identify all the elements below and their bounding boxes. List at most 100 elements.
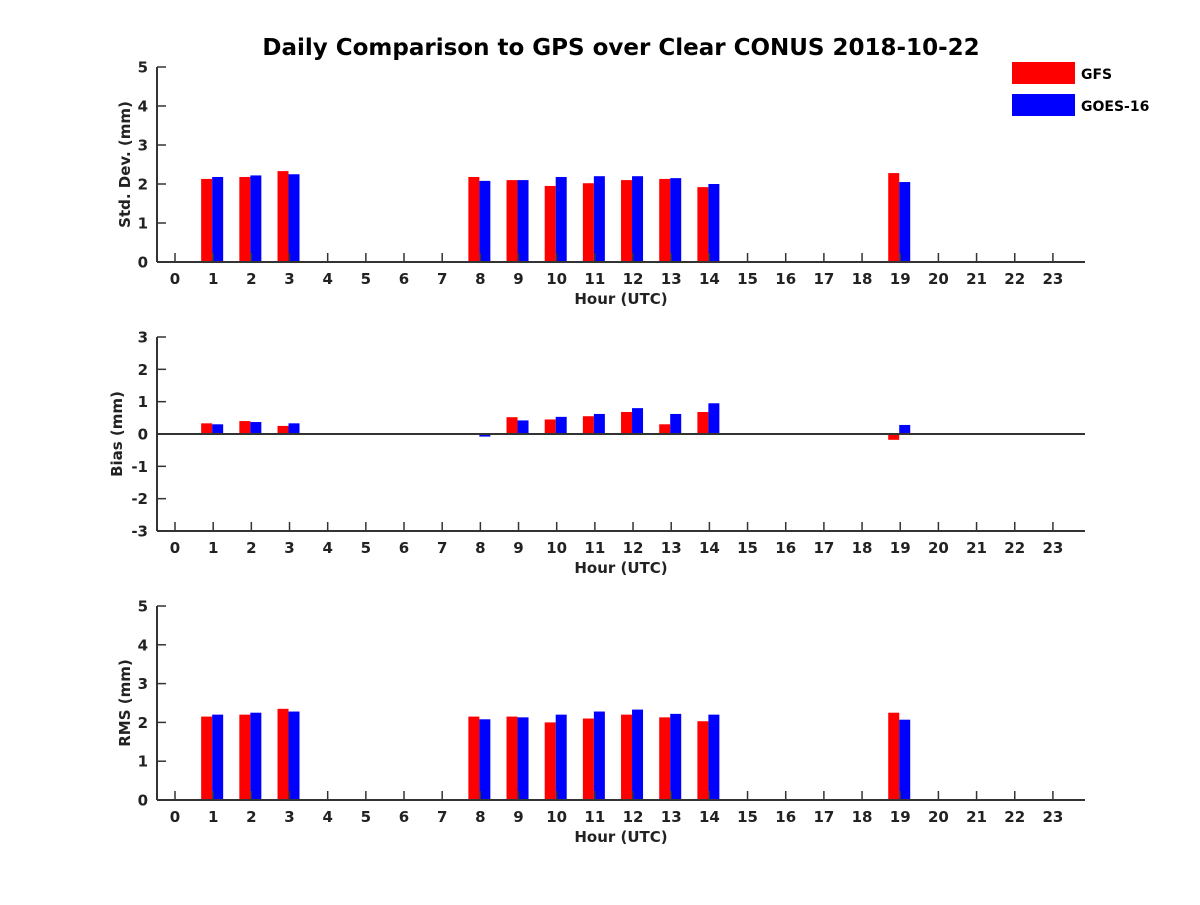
bar-gfs-hour-2 xyxy=(239,421,251,434)
bar-gfs-hour-8 xyxy=(468,176,480,262)
x-tick-label: 16 xyxy=(775,270,796,288)
x-tick-label: 9 xyxy=(513,270,523,288)
bar-goes16-hour-9 xyxy=(517,420,529,434)
x-axis-label: Hour (UTC) xyxy=(574,559,667,577)
x-tick-label: 5 xyxy=(361,539,371,557)
x-tick-label: 20 xyxy=(928,539,949,557)
bar-gfs-hour-2 xyxy=(239,714,251,800)
x-tick-label: 15 xyxy=(737,808,758,826)
bar-gfs-hour-1 xyxy=(201,716,213,800)
x-tick-label: 6 xyxy=(399,808,409,826)
legend-swatch-gfs xyxy=(1012,62,1075,84)
x-tick-label: 6 xyxy=(399,539,409,557)
x-tick-label: 15 xyxy=(737,270,758,288)
bar-goes16-hour-19 xyxy=(899,182,911,262)
legend-label-goes16: GOES-16 xyxy=(1081,99,1149,115)
y-tick-label: 1 xyxy=(138,753,148,771)
bar-gfs-hour-19 xyxy=(888,712,900,800)
y-tick-label: -3 xyxy=(131,523,148,541)
x-tick-label: 21 xyxy=(966,539,987,557)
x-tick-label: 20 xyxy=(928,808,949,826)
x-tick-label: 2 xyxy=(246,808,256,826)
bar-gfs-hour-3 xyxy=(277,171,289,262)
bar-gfs-hour-8 xyxy=(468,716,480,800)
bar-goes16-hour-2 xyxy=(250,422,262,434)
bar-goes16-hour-1 xyxy=(212,424,224,434)
x-tick-label: 19 xyxy=(890,270,911,288)
x-tick-label: 0 xyxy=(170,808,180,826)
x-tick-label: 0 xyxy=(170,539,180,557)
bar-goes16-hour-19 xyxy=(899,719,911,800)
bar-goes16-hour-10 xyxy=(555,176,567,262)
y-tick-label: 1 xyxy=(138,215,148,233)
bar-goes16-hour-1 xyxy=(212,176,224,262)
bar-goes16-hour-14 xyxy=(708,403,720,434)
x-tick-label: 20 xyxy=(928,270,949,288)
x-tick-label: 23 xyxy=(1042,539,1063,557)
x-tick-label: 14 xyxy=(699,539,720,557)
x-tick-label: 11 xyxy=(584,808,605,826)
bar-goes16-hour-10 xyxy=(555,714,567,800)
x-tick-label: 13 xyxy=(661,539,682,557)
y-tick-label: 3 xyxy=(138,675,148,693)
x-tick-label: 16 xyxy=(775,808,796,826)
x-tick-label: 7 xyxy=(437,270,447,288)
bar-goes16-hour-1 xyxy=(212,714,224,800)
x-tick-label: 9 xyxy=(513,808,523,826)
x-tick-label: 13 xyxy=(661,270,682,288)
bar-gfs-hour-12 xyxy=(621,714,633,800)
x-tick-label: 1 xyxy=(208,270,218,288)
legend-label-gfs: GFS xyxy=(1081,67,1112,83)
x-tick-label: 23 xyxy=(1042,808,1063,826)
bar-goes16-hour-9 xyxy=(517,717,529,800)
legend: GFS GOES-16 xyxy=(1012,62,1149,116)
x-tick-label: 2 xyxy=(246,539,256,557)
bar-gfs-hour-10 xyxy=(544,185,556,262)
x-tick-label: 3 xyxy=(284,539,294,557)
bar-goes16-hour-3 xyxy=(288,174,300,262)
x-tick-label: 17 xyxy=(813,270,834,288)
x-tick-label: 2 xyxy=(246,270,256,288)
x-tick-label: 17 xyxy=(813,539,834,557)
bar-gfs-hour-13 xyxy=(659,717,671,800)
bar-goes16-hour-14 xyxy=(708,184,720,262)
bar-goes16-hour-12 xyxy=(632,176,644,262)
x-tick-label: 17 xyxy=(813,808,834,826)
y-tick-label: -2 xyxy=(131,490,148,508)
bar-gfs-hour-13 xyxy=(659,424,671,434)
x-tick-label: 22 xyxy=(1004,539,1025,557)
bar-gfs-hour-14 xyxy=(697,187,709,262)
bar-gfs-hour-2 xyxy=(239,176,251,262)
x-tick-label: 19 xyxy=(890,808,911,826)
x-tick-label: 21 xyxy=(966,808,987,826)
x-tick-label: 3 xyxy=(284,808,294,826)
x-tick-label: 18 xyxy=(852,808,873,826)
bar-gfs-hour-12 xyxy=(621,412,633,434)
bar-goes16-hour-11 xyxy=(593,711,605,800)
x-tick-label: 7 xyxy=(437,808,447,826)
x-tick-label: 21 xyxy=(966,270,987,288)
y-tick-label: 0 xyxy=(138,792,148,810)
x-tick-label: 18 xyxy=(852,270,873,288)
bar-goes16-hour-12 xyxy=(632,408,644,434)
x-tick-label: 7 xyxy=(437,539,447,557)
bar-gfs-hour-12 xyxy=(621,180,633,262)
bar-gfs-hour-9 xyxy=(506,417,518,434)
x-tick-label: 19 xyxy=(890,539,911,557)
x-tick-label: 5 xyxy=(361,270,371,288)
bar-gfs-hour-11 xyxy=(582,183,594,262)
bar-gfs-hour-3 xyxy=(277,708,289,800)
bar-gfs-hour-1 xyxy=(201,178,213,262)
x-tick-label: 10 xyxy=(546,539,567,557)
bar-goes16-hour-14 xyxy=(708,714,720,800)
bar-goes16-hour-2 xyxy=(250,175,262,262)
x-tick-label: 22 xyxy=(1004,270,1025,288)
bar-gfs-hour-3 xyxy=(277,425,289,434)
y-tick-label: 3 xyxy=(138,329,148,347)
bar-goes16-hour-3 xyxy=(288,711,300,800)
x-tick-label: 16 xyxy=(775,539,796,557)
